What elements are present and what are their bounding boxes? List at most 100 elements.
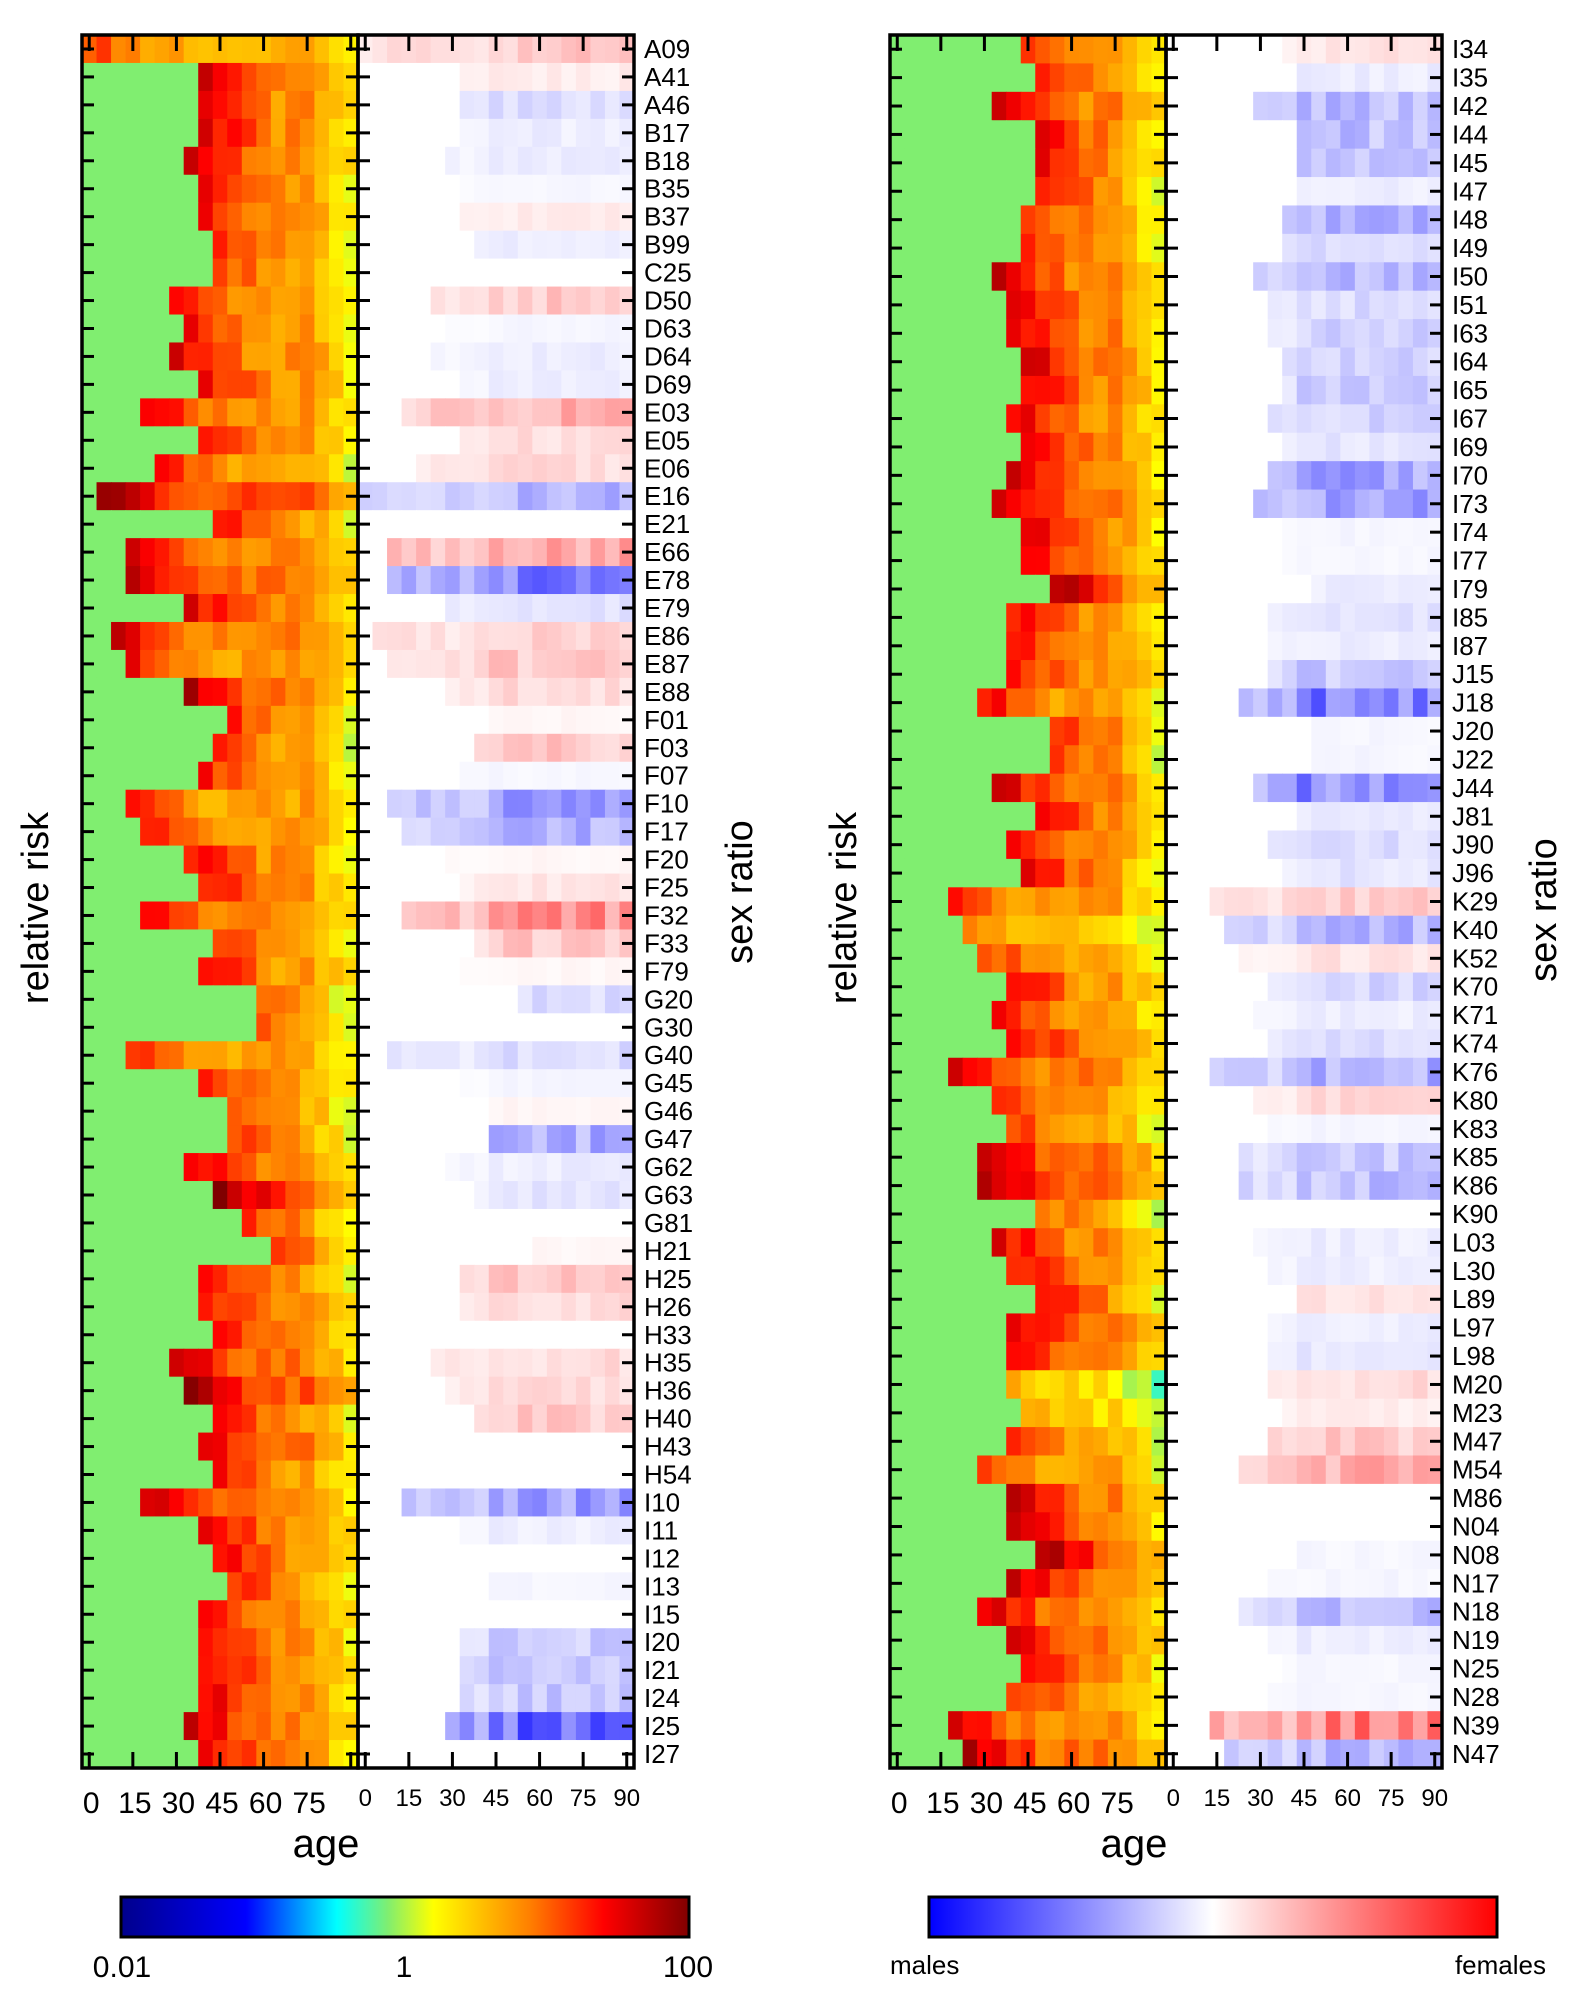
relative-risk-cell — [1122, 1597, 1138, 1627]
relative-risk-cell — [96, 1097, 112, 1126]
sex-ratio-cell — [1311, 517, 1327, 547]
relative-risk-cell — [948, 773, 964, 803]
sex-ratio-cell — [517, 621, 533, 651]
relative-risk-cell — [948, 432, 964, 462]
sex-ratio-cell — [1209, 1285, 1225, 1315]
relative-risk-cell — [96, 1740, 112, 1769]
relative-risk-cell — [1006, 944, 1022, 974]
relative-risk-cell — [1006, 461, 1022, 491]
sex-ratio-cell — [1354, 1512, 1370, 1542]
sex-ratio-cell — [1325, 177, 1341, 207]
relative-risk-cell — [299, 705, 316, 735]
sex-ratio-cell — [1412, 1114, 1429, 1144]
sex-ratio-cell — [590, 705, 606, 735]
sex-ratio-cell — [590, 1684, 606, 1713]
relative-risk-cell — [154, 1516, 170, 1545]
relative-risk-cell — [212, 1432, 228, 1462]
relative-risk-cell — [96, 1684, 112, 1713]
sex-ratio-cell — [1180, 177, 1196, 207]
relative-risk-cell — [154, 873, 170, 903]
sex-ratio-cell — [1383, 1711, 1400, 1741]
relative-risk-cell — [241, 174, 257, 204]
relative-risk-cell — [111, 258, 127, 288]
relative-risk-cell — [962, 773, 978, 803]
relative-risk-cell — [1078, 887, 1094, 917]
relative-risk-cell — [183, 649, 199, 679]
sex-ratio-cell — [604, 482, 621, 511]
sex-ratio-cell — [1369, 603, 1385, 633]
relative-risk-cell — [962, 716, 978, 746]
relative-risk-cell — [1049, 773, 1065, 803]
relative-risk-cell — [183, 957, 199, 986]
sex-ratio-cell — [416, 62, 432, 92]
relative-risk-cell — [96, 705, 112, 735]
sex-ratio-cell — [503, 202, 519, 232]
sex-ratio-cell — [430, 35, 446, 64]
sex-ratio-cell — [1369, 915, 1385, 945]
sex-ratio-cell — [575, 1097, 592, 1126]
sex-ratio-cell — [1224, 404, 1240, 434]
relative-risk-cell — [1078, 517, 1094, 547]
disease-code-label: F10 — [644, 789, 689, 819]
sex-ratio-cell — [561, 1656, 577, 1685]
relative-risk-cell — [904, 944, 920, 974]
sex-ratio-cell — [1398, 461, 1414, 491]
relative-risk-cell — [948, 1483, 964, 1513]
sex-ratio-cell — [1282, 375, 1298, 405]
sex-ratio-cell — [387, 845, 403, 875]
sex-ratio-cell — [590, 873, 606, 903]
relative-risk-cell — [991, 1682, 1007, 1712]
sex-ratio-cell — [416, 705, 432, 735]
sex-ratio-cell — [1369, 1625, 1385, 1655]
sex-ratio-cell — [1195, 688, 1211, 718]
relative-risk-cell — [314, 510, 330, 539]
relative-risk-cell — [154, 1628, 170, 1657]
relative-risk-cell — [314, 258, 330, 288]
relative-risk-cell — [140, 230, 156, 260]
sex-ratio-cell — [416, 594, 432, 623]
relative-risk-cell — [948, 1682, 964, 1712]
sex-ratio-cell — [474, 118, 490, 148]
sex-ratio-cell — [459, 1181, 475, 1210]
relative-risk-cell — [270, 1488, 286, 1518]
sex-ratio-cell — [430, 370, 446, 399]
sex-ratio-cell — [1282, 1654, 1298, 1684]
sex-ratio-cell — [430, 1404, 446, 1434]
relative-risk-cell — [1136, 1597, 1153, 1627]
sex-ratio-cell — [1383, 1540, 1400, 1570]
sex-ratio-cell — [1195, 830, 1211, 860]
sex-ratio-cell — [1224, 1341, 1240, 1371]
relative-risk-cell — [111, 510, 127, 539]
sex-ratio-cell — [1383, 375, 1400, 405]
relative-risk-cell — [299, 1097, 316, 1126]
sex-ratio-cell — [1282, 177, 1298, 207]
sex-ratio-cell — [1224, 944, 1240, 974]
sex-ratio-cell — [575, 1656, 592, 1685]
sex-ratio-cell — [416, 1712, 432, 1741]
sex-ratio-cell — [1383, 1341, 1400, 1371]
sex-ratio-cell — [1296, 347, 1312, 377]
relative-risk-cell — [285, 929, 301, 958]
sex-ratio-cell — [459, 929, 475, 958]
relative-risk-cell — [1020, 177, 1036, 207]
sex-ratio-cell — [1412, 1398, 1429, 1428]
relative-risk-cell — [991, 489, 1007, 519]
relative-risk-cell — [169, 1097, 185, 1126]
relative-risk-cell — [1035, 631, 1051, 661]
relative-risk-cell — [1020, 773, 1036, 803]
relative-risk-cell — [904, 1427, 920, 1457]
relative-risk-cell — [948, 1569, 964, 1599]
relative-risk-cell — [270, 649, 286, 679]
relative-risk-cell — [285, 1292, 301, 1322]
relative-risk-cell — [299, 202, 316, 232]
relative-risk-cell — [256, 1628, 272, 1657]
relative-risk-cell — [212, 1572, 228, 1601]
relative-risk-cell — [991, 91, 1007, 121]
sex-ratio-cell — [1369, 205, 1385, 235]
sex-ratio-cell — [387, 1181, 403, 1210]
relative-risk-cell — [1064, 1313, 1080, 1343]
sex-ratio-cell — [1383, 91, 1400, 121]
relative-risk-cell — [1020, 1512, 1036, 1542]
sex-ratio-cell — [459, 677, 475, 707]
relative-risk-cell — [140, 118, 156, 148]
